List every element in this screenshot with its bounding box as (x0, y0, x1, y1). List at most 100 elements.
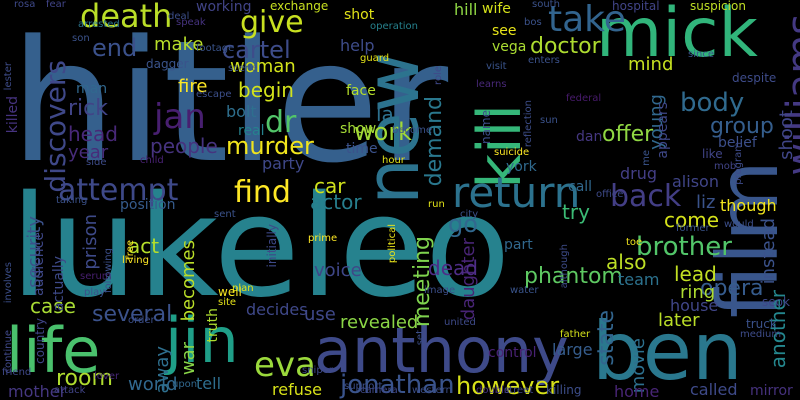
word-camera: camera (360, 385, 398, 396)
word-hour: hour (382, 155, 405, 166)
word-enters: enters (528, 55, 560, 66)
word-child: child (140, 155, 164, 166)
word-drug: drug (620, 164, 658, 183)
word-continue: continue (3, 330, 14, 374)
word-use: use (304, 304, 336, 325)
word-actually: actually (51, 256, 67, 312)
word-war: war (178, 342, 199, 376)
word-former: former (676, 223, 710, 234)
word-united: united (444, 317, 476, 328)
word-demand: demand (422, 96, 447, 187)
word-away: away (152, 346, 173, 394)
word-image: image (424, 285, 456, 296)
word-program: program (733, 142, 744, 185)
word-office: office (596, 189, 624, 200)
word-find: find (234, 175, 291, 210)
word-part: part (504, 237, 533, 253)
word-south: south (532, 0, 560, 10)
word-role: role (433, 66, 444, 85)
word-rick: rick (68, 96, 108, 121)
word-also: also (606, 250, 647, 274)
word-hospital: hospital (612, 0, 660, 13)
word-time: time (346, 141, 378, 157)
word-arrested: arrested (78, 19, 120, 30)
word-taking: taking (56, 195, 88, 206)
word-dagger: dagger (146, 57, 189, 71)
word-serum: serum (80, 271, 112, 282)
word-hitler: hitler (10, 4, 449, 200)
word-large: large (552, 340, 593, 359)
word-called: called (690, 380, 738, 399)
word-well: well (218, 285, 242, 299)
word-take: take (548, 0, 626, 40)
word-position: position (120, 197, 176, 213)
word-bos: bos (524, 17, 542, 28)
word-man: man (76, 81, 108, 97)
word-however: however (456, 372, 560, 400)
word-scene: scene (228, 63, 258, 74)
word-dead: dead (428, 256, 478, 280)
word-becomes: becomes (178, 240, 199, 322)
word-instead: instead (758, 218, 779, 285)
word-though: though (720, 196, 777, 215)
word-site: site (218, 297, 237, 308)
word-footage: footage (196, 43, 235, 54)
word-death: death (80, 0, 173, 35)
word-name: name (479, 110, 493, 145)
word-mother: mother (8, 382, 67, 400)
word-federal: federal (566, 93, 602, 104)
word-audience: audience (31, 232, 47, 297)
word-bolt: bolt (226, 102, 257, 121)
word-prison: prison (80, 214, 101, 270)
word-son: son (72, 33, 90, 44)
word-home: home (614, 382, 660, 400)
word-speak: speak (176, 17, 206, 28)
word-brother: brother (636, 232, 732, 262)
word-appears: appears (655, 102, 671, 159)
word-rosa: rosa (14, 0, 36, 10)
word-jin: jin (165, 304, 239, 377)
word-plan: plan (232, 283, 254, 294)
word-real: real (238, 123, 265, 139)
word-suspicion: suspicion (690, 0, 746, 13)
word-prime: prime (308, 233, 338, 244)
word-control: control (488, 345, 537, 361)
word-car: car (314, 174, 346, 198)
word-see: see (492, 23, 517, 39)
word-street: street (504, 385, 534, 396)
word-working: working (196, 0, 252, 15)
word-city: city (460, 209, 479, 220)
word-act: act (128, 234, 160, 258)
word-jan: jan (154, 97, 206, 137)
word-york: york (506, 159, 537, 175)
word-suicide: suicide (494, 147, 530, 158)
word-refuse: refuse (272, 380, 323, 399)
word-mind: mind (628, 54, 674, 75)
word-eva: eva (254, 345, 316, 385)
word-sent: sent (214, 209, 236, 220)
word-group: group (710, 114, 774, 139)
word-since: since (688, 49, 714, 60)
word-head: head (68, 122, 118, 146)
word-return: return (452, 168, 581, 217)
word-following: following (103, 248, 114, 293)
word-opera: opera (700, 276, 764, 301)
word-order: order (128, 315, 155, 326)
word-shot: shot (344, 7, 375, 23)
word-belief: belief (718, 135, 757, 151)
word-western: western (412, 385, 452, 396)
word-side: side (86, 157, 107, 168)
word-killed: killed (5, 96, 21, 134)
word-sun: sun (540, 115, 558, 126)
word-fear: fear (46, 0, 66, 10)
word-toe: toe (626, 237, 643, 248)
word-revealed: revealed (340, 312, 419, 333)
word-jonathan: jonathan (340, 370, 455, 400)
word-body: body (680, 88, 745, 118)
word-alison: alison (672, 172, 719, 191)
word-me: me (641, 150, 652, 166)
word-face: face (346, 83, 376, 99)
word-life: life (6, 314, 101, 387)
word-party: party (262, 154, 305, 173)
